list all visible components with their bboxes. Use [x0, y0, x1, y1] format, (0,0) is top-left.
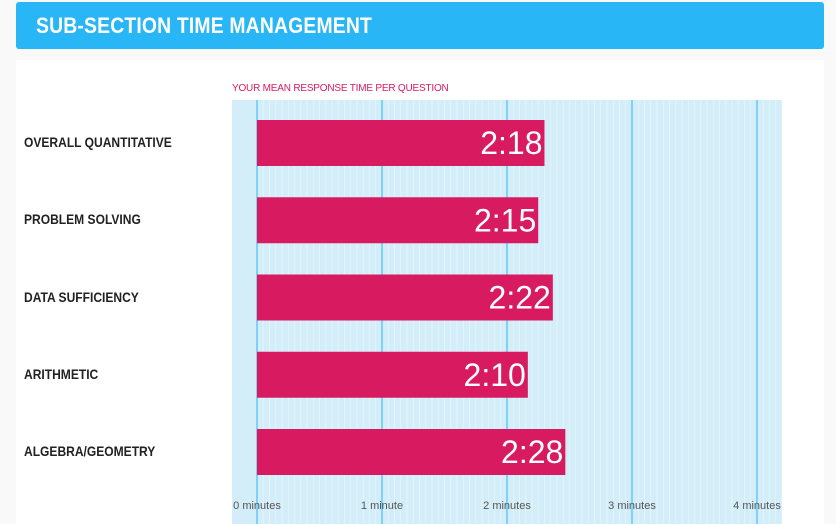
bar-value-label: 2:18	[480, 125, 542, 161]
bar	[257, 274, 553, 321]
section-header: SUB-SECTION TIME MANAGEMENT	[16, 2, 824, 49]
bar	[257, 197, 539, 244]
bar	[257, 351, 528, 398]
x-tick-label: 4 minutes	[733, 500, 781, 512]
category-label: OVERALL QUANTITATIVE	[24, 134, 172, 150]
category-label: DATA SUFFICIENCY	[24, 288, 139, 305]
bar-value-label: 2:28	[501, 434, 563, 470]
chart-title: YOUR MEAN RESPONSE TIME PER QUESTION	[232, 83, 449, 94]
bar-value-label: 2:10	[464, 357, 526, 393]
category-label: PROBLEM SOLVING	[24, 211, 141, 228]
category-label: ARITHMETIC	[24, 365, 99, 382]
section-title: SUB-SECTION TIME MANAGEMENT	[36, 13, 373, 38]
x-tick-label: 3 minutes	[608, 500, 656, 512]
category-label: ALGEBRA/GEOMETRY	[24, 443, 156, 459]
bar-value-label: 2:22	[489, 280, 551, 316]
bar	[257, 120, 545, 166]
x-tick-label: 1 minute	[360, 500, 404, 512]
bar-value-label: 2:15	[474, 202, 536, 238]
x-tick-label: 0 minutes	[233, 500, 281, 512]
x-tick-label: 2 minutes	[483, 500, 531, 512]
bar	[257, 429, 566, 475]
